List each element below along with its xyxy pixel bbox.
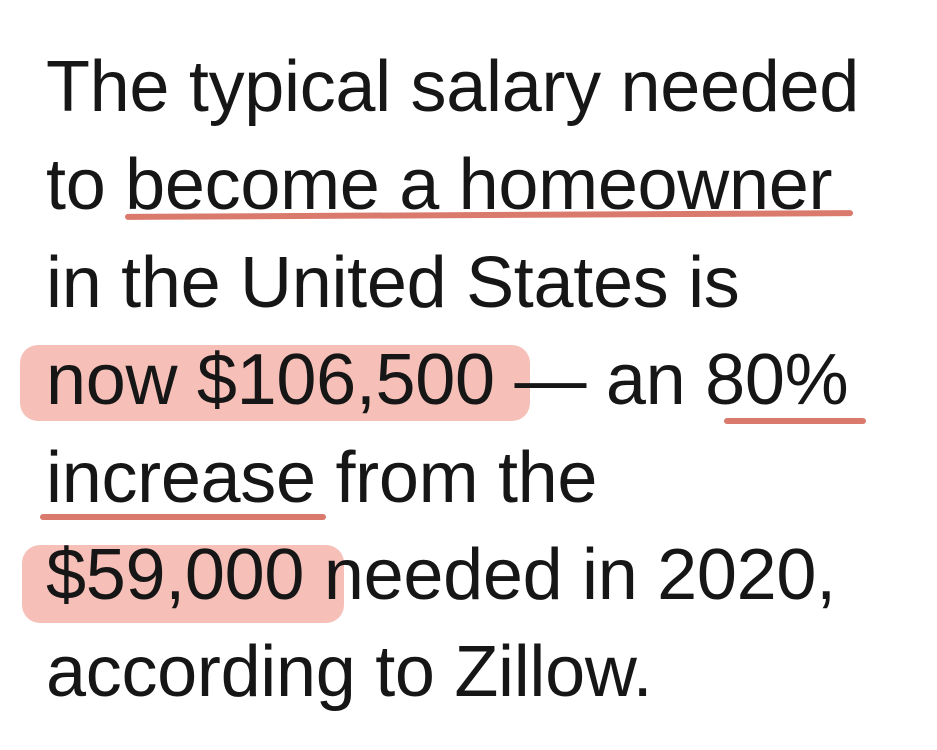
text-line-4: now $106,500 — an 80%	[46, 340, 849, 420]
underline-increase	[40, 514, 326, 520]
text-line-2: to become a homeowner	[46, 145, 833, 225]
text-line-1: The typical salary needed	[46, 47, 859, 127]
text-line-3: in the United States is	[46, 243, 740, 323]
text-line-6: $59,000 needed in 2020,	[46, 535, 836, 615]
highlight-59000	[22, 545, 344, 623]
underline-80-percent	[724, 418, 866, 424]
text-line-5: increase from the	[46, 438, 598, 518]
text-line-7: according to Zillow.	[46, 632, 653, 712]
highlight-now-106500	[20, 345, 530, 421]
